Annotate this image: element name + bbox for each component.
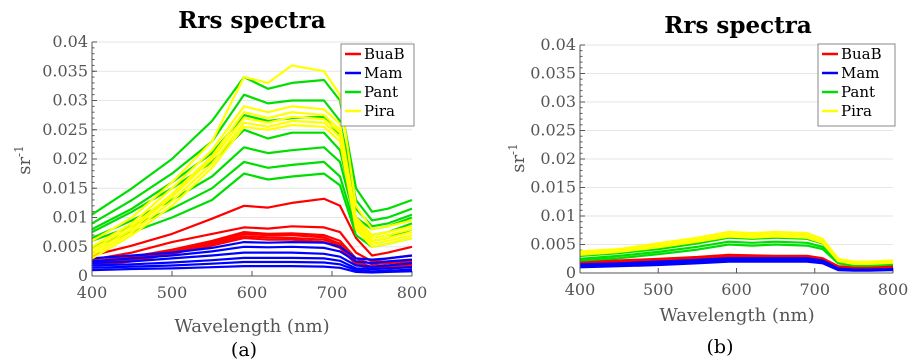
series-line-pira — [579, 233, 894, 264]
y-axis-label: sr-1 — [506, 143, 529, 173]
legend-label: Mam — [364, 64, 403, 82]
y-tick-label: 0.005 — [42, 237, 88, 256]
legend-label: Pira — [364, 102, 395, 120]
chart-panel-a: Rrs spectra 0 0.005 0.01 0.015 0.02 0.025 0.03… — [12, 7, 427, 360]
x-tick-label: 700 — [799, 280, 830, 299]
series-line-pira — [91, 124, 413, 260]
series-line-mam — [91, 241, 413, 261]
x-tick-label: 800 — [397, 283, 428, 302]
series-line-pira — [91, 64, 413, 242]
series-line-pant — [91, 93, 413, 225]
y-tick-label: 0 — [78, 266, 88, 285]
legend-label: Pira — [841, 102, 872, 120]
x-tick-label: 500 — [643, 280, 674, 299]
y-tick-label: 0.01 — [52, 208, 88, 227]
y-tick-label: 0.025 — [42, 120, 88, 139]
chart-title: Rrs spectra — [178, 7, 326, 34]
y-tick-label: 0.015 — [530, 178, 576, 197]
series-line-pira — [91, 111, 413, 251]
y-axis-label: sr-1 — [12, 145, 35, 175]
x-tick-label: 600 — [237, 283, 268, 302]
series-line-pira — [579, 235, 894, 265]
y-tick-label: 0.015 — [42, 178, 88, 197]
series-line-mam — [91, 251, 413, 268]
plot-area: 0 0.005 0.01 0.015 0.02 0.025 0.03 0.035 0.04 400… — [530, 35, 908, 299]
panel-label: (a) — [231, 339, 257, 360]
series-line-mam — [91, 256, 413, 271]
x-tick-label: 800 — [878, 280, 909, 299]
y-tick-label: 0.01 — [540, 206, 576, 225]
panel-label: (b) — [707, 336, 734, 358]
x-tick-label: 600 — [721, 280, 752, 299]
legend-label: Pant — [841, 83, 875, 101]
series-line-buab — [91, 197, 413, 257]
series-line-buab — [91, 225, 413, 263]
series-line-mam — [91, 260, 413, 273]
legend-label: Mam — [841, 64, 880, 82]
legend-label: BuaB — [364, 45, 405, 63]
y-axis-label-unit: sr — [508, 155, 529, 173]
series-line-pant — [91, 76, 413, 216]
x-tick-label: 700 — [317, 283, 348, 302]
legend-box — [817, 43, 896, 127]
series-line-pant — [579, 243, 894, 267]
chart-panel-b: Rrs spectra 0 0.005 0.01 0.015 0.02 0.025 0.03… — [506, 12, 908, 358]
x-axis-label: Wavelength (nm) — [174, 316, 329, 337]
y-tick-label: 0.035 — [42, 61, 88, 80]
y-tick-label: 0.02 — [540, 149, 576, 168]
y-tick-label: 0.02 — [52, 149, 88, 168]
x-tick-label: 400 — [565, 280, 596, 299]
x-tick-label: 500 — [157, 283, 188, 302]
series-line-mam — [579, 260, 894, 272]
y-tick-label: 0 — [566, 263, 576, 282]
y-tick-label: 0.04 — [540, 35, 576, 54]
y-tick-label: 0.04 — [52, 32, 88, 51]
legend-label: BuaB — [841, 45, 882, 63]
series-line-pira — [91, 119, 413, 257]
y-tick-label: 0.025 — [530, 121, 576, 140]
chart-title: Rrs spectra — [664, 12, 812, 39]
series-line-mam — [91, 265, 413, 274]
series-line-pira — [91, 115, 413, 254]
y-tick-label: 0.005 — [530, 235, 576, 254]
y-axis-label-exponent: -1 — [506, 143, 520, 155]
x-tick-label: 400 — [77, 283, 108, 302]
legend-box — [340, 43, 415, 127]
y-tick-label: 0.03 — [540, 92, 576, 111]
legend-label: Pant — [364, 83, 398, 101]
y-axis-label-exponent: -1 — [12, 145, 26, 157]
x-axis-label: Wavelength (nm) — [659, 305, 814, 326]
y-tick-label: 0.03 — [52, 91, 88, 110]
series-line-mam — [91, 245, 413, 265]
plot-area: 0 0.005 0.01 0.015 0.02 0.025 0.03 0.035 0.04 400… — [42, 32, 427, 302]
y-axis-label-unit: sr — [14, 157, 35, 175]
y-tick-label: 0.035 — [530, 64, 576, 83]
series-line-pira — [91, 105, 413, 248]
